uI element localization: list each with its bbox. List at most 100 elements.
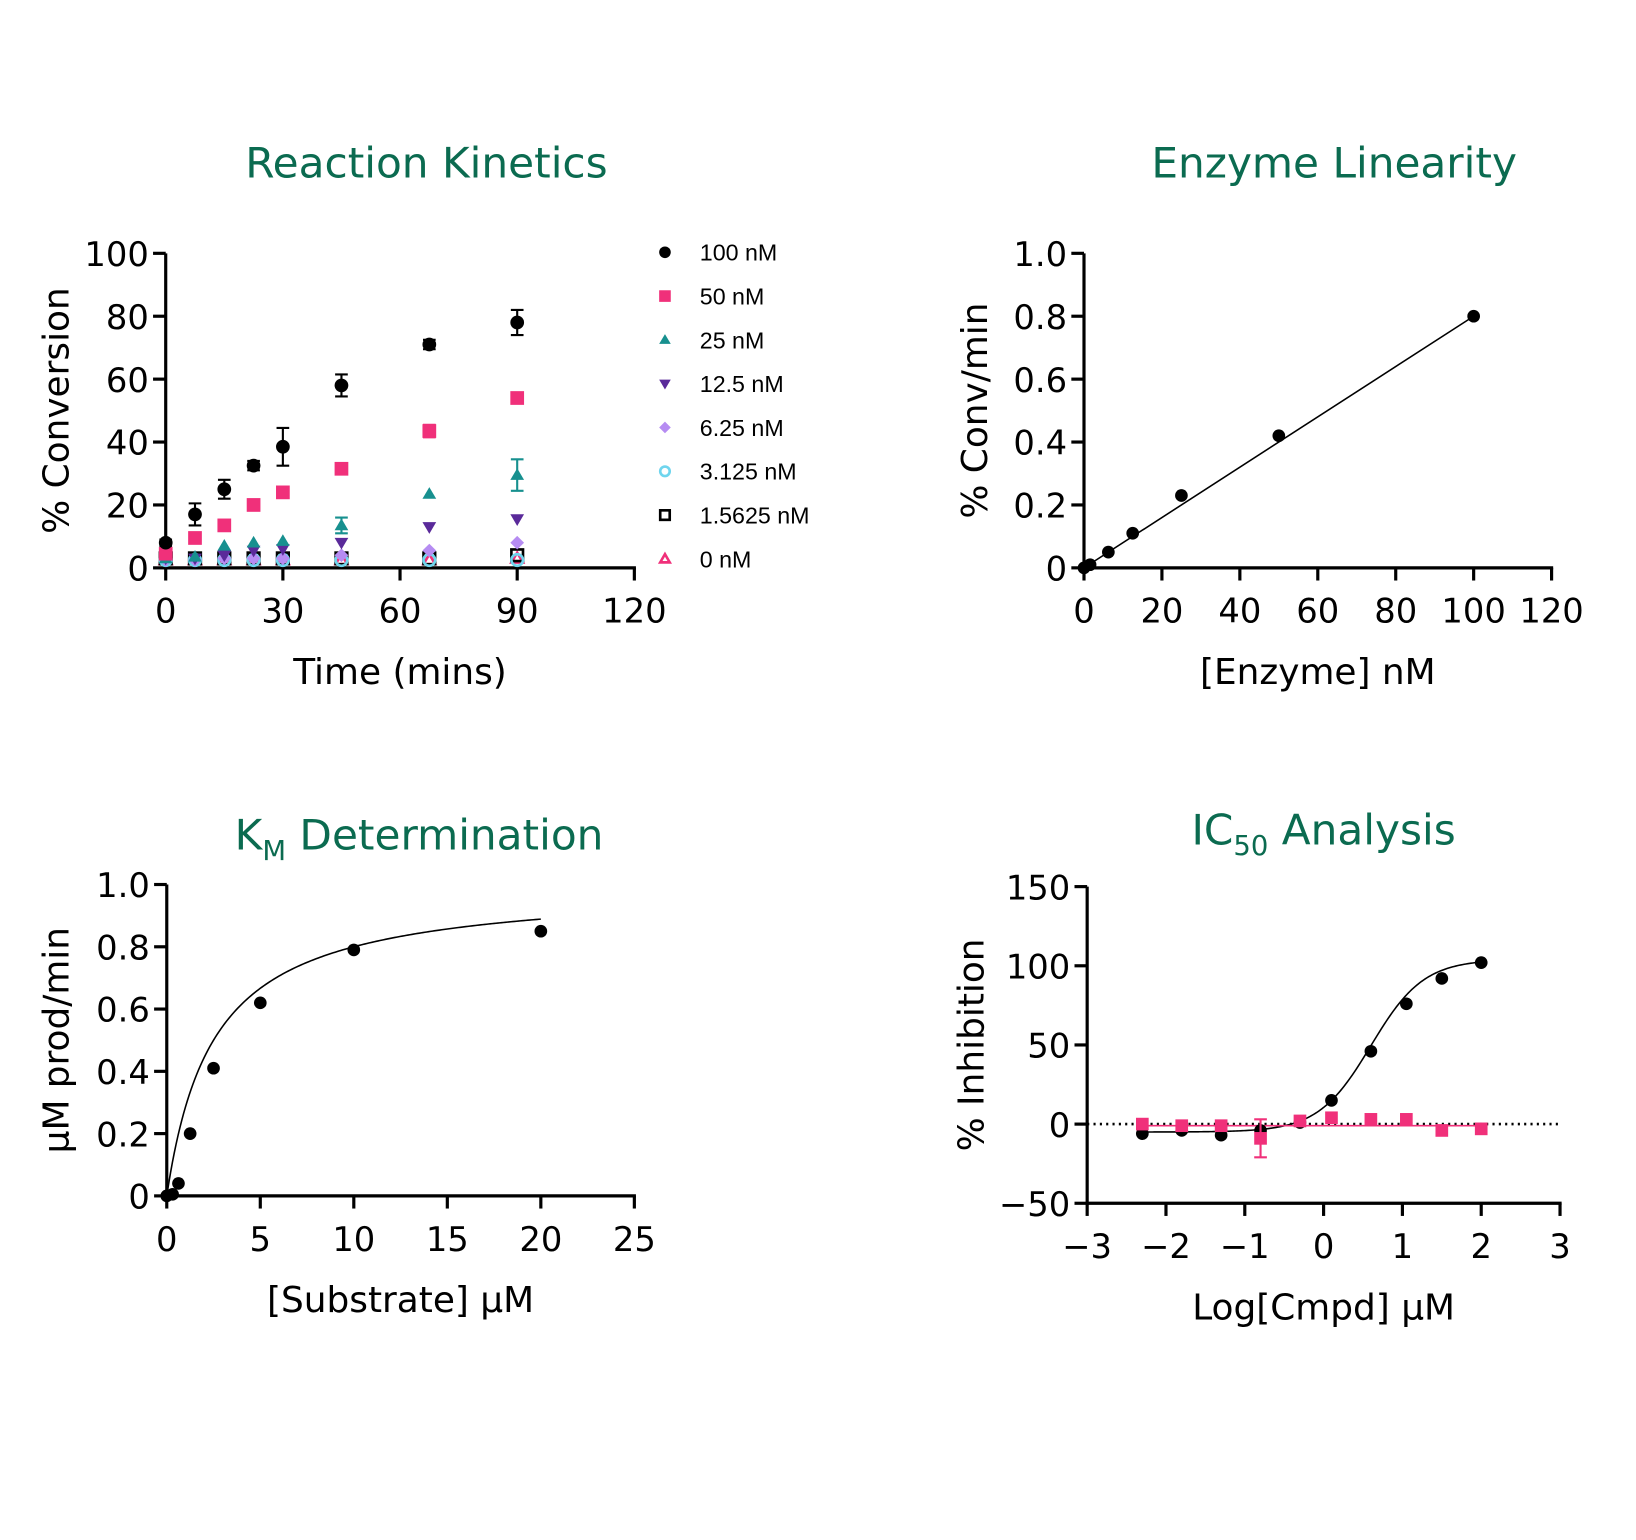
data-point [1364,1044,1378,1058]
y-tick-label: 150 [1006,868,1070,907]
x-tick-label: 0 [1073,592,1094,631]
y-tick-label: 0.2 [1013,487,1067,526]
x-tick-label: 80 [1374,592,1417,631]
legend-label: 6.25 nM [700,415,784,441]
fit-curve [1142,961,1482,1133]
x-tick-label: −2 [1141,1227,1191,1266]
data-point [276,485,290,500]
x-tick-label: 40 [1218,592,1261,631]
data-point [246,545,261,558]
y-tick-label: 0.8 [96,928,150,967]
y-tick-label: 0.6 [96,991,150,1030]
x-axis-label: Log[Cmpd] µM [1192,1287,1455,1328]
data-point [217,538,232,551]
x-tick-label: 10 [332,1220,375,1259]
data-point [276,439,290,454]
data-point [1254,1132,1267,1145]
legend-label: 25 nM [700,327,765,353]
data-point [183,1127,197,1140]
data-point [510,552,525,568]
chart-title: KM Determination [235,811,604,868]
y-tick-label: 1.0 [96,866,150,905]
legend-label: 100 nM [700,240,777,266]
x-tick-label: 0 [156,1220,177,1259]
data-point [1325,1111,1338,1125]
data-point [347,943,361,957]
x-axis-label: [Enzyme] nM [1200,652,1436,693]
x-tick-label: 0 [1313,1227,1334,1266]
y-tick-label: 0.4 [1013,424,1067,463]
legend-label: 50 nM [700,284,765,310]
x-tick-label: 20 [519,1220,562,1259]
y-tick-label: 60 [106,361,149,400]
data-point [217,482,232,497]
y-tick-label: 0 [127,550,148,589]
x-tick-label: 60 [379,592,422,631]
data-point [1175,1119,1189,1133]
y-axis-label: % Conv/min [955,302,996,518]
data-point [1135,1117,1149,1131]
data-point [334,518,349,531]
x-tick-label: 30 [261,592,304,631]
data-point [1435,1124,1449,1137]
y-tick-label: 40 [106,424,149,463]
data-point [534,924,548,938]
y-tick-label: 100 [1006,947,1070,986]
x-tick-label: −1 [1220,1227,1270,1266]
data-point [1272,429,1286,443]
x-axis-label: [Substrate] µM [267,1280,534,1321]
data-point [276,544,290,556]
data-point [1364,1113,1378,1126]
y-tick-label: 100 [84,235,148,274]
chart-title: IC50 Analysis [1191,805,1455,862]
legend-marker [659,379,671,390]
data-point [1126,526,1140,540]
x-tick-label: 60 [1296,592,1339,631]
data-point [1293,1114,1307,1128]
data-point [422,543,437,558]
data-point [422,487,437,499]
data-point [510,315,525,330]
data-point [1175,489,1188,502]
y-tick-label: 80 [106,298,149,337]
data-point [1467,309,1480,323]
y-tick-label: −50 [999,1185,1070,1224]
y-tick-label: 0.2 [96,1115,150,1154]
data-point [510,391,525,405]
data-point [246,551,261,566]
data-point [422,522,437,534]
legend-label: 3.125 nM [700,459,797,485]
data-point [1083,558,1097,572]
x-tick-label: 15 [426,1220,469,1259]
data-point [217,550,232,563]
x-tick-label: 25 [613,1220,656,1259]
data-point [188,507,202,522]
data-point [510,468,525,480]
legend-marker [659,290,671,302]
data-point [166,1187,179,1201]
x-tick-label: 120 [602,592,666,631]
legend-marker [658,509,672,522]
x-tick-label: 1 [1392,1227,1413,1266]
y-tick-label: 0 [1049,1106,1070,1145]
y-axis-label: µM prod/min [37,927,78,1153]
y-tick-label: 0.8 [1013,298,1067,337]
y-tick-label: 0.6 [1013,361,1067,400]
data-point [158,535,173,550]
data-point [276,551,290,566]
x-tick-label: 5 [250,1220,271,1259]
data-point [1214,1119,1228,1133]
data-point [1435,972,1449,985]
data-point [1325,1094,1338,1107]
fit-curve [165,918,541,1197]
chart-title: Reaction Kinetics [245,138,607,187]
chart-title: Enzyme Linearity [1151,138,1517,187]
data-point [207,1061,220,1075]
data-point [510,514,525,526]
data-point [509,550,526,564]
x-tick-label: 20 [1140,592,1183,631]
x-tick-label: 90 [496,592,539,631]
data-point [1474,1122,1488,1136]
data-point [422,424,437,438]
